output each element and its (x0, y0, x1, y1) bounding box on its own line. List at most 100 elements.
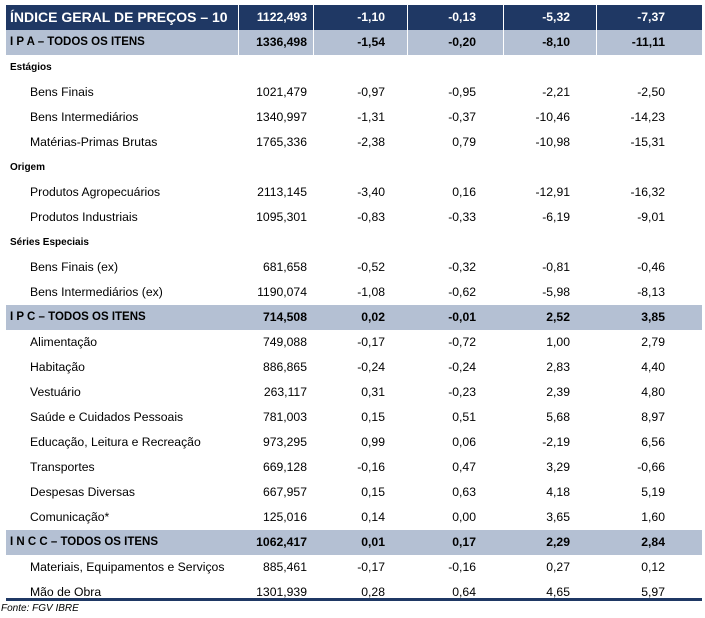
table-header-row: ÍNDICE GERAL DE PREÇOS – 10 1122,493 -1,… (6, 5, 702, 30)
row-value: 1095,301 (256, 210, 307, 224)
column-divider (503, 5, 504, 55)
row-value: 1062,417 (256, 535, 307, 549)
source-note: Fonte: FGV IBRE (1, 603, 79, 614)
row-value: -1,08 (357, 285, 385, 299)
column-divider (238, 5, 239, 55)
row-value: 2,52 (546, 310, 570, 324)
row-value: 3,29 (546, 460, 570, 474)
row-value: 6,56 (641, 435, 665, 449)
table-row: Mão de Obra 1301,939 0,28 0,64 4,65 5,97 (6, 580, 702, 605)
row-label: Habitação (30, 360, 85, 374)
row-value: -0,24 (357, 360, 385, 374)
row-value: 0,01 (361, 535, 385, 549)
row-value: -0,17 (357, 335, 385, 349)
row-value: -0,23 (448, 385, 476, 399)
row-value: 0,51 (452, 410, 476, 424)
row-value: -0,16 (448, 560, 476, 574)
row-value: -0,16 (357, 460, 385, 474)
row-value: -14,23 (630, 110, 665, 124)
row-value: 263,117 (263, 385, 307, 399)
row-value: -0,72 (448, 335, 476, 349)
table-row: Bens Finais (ex) 681,658 -0,52 -0,32 -0,81 -0… (6, 255, 702, 280)
row-value: 2,79 (641, 335, 665, 349)
table-group-row: I P C – TODOS OS ITENS 714,508 0,02 -0,01 2,… (6, 305, 702, 330)
table-row: Vestuário 263,117 0,31 -0,23 2,39 4,80 (6, 380, 702, 405)
price-index-table: ÍNDICE GERAL DE PREÇOS – 10 1122,493 -1,… (6, 5, 702, 605)
table-row: Bens Intermediários (ex) 1190,074 -1,08 -0,… (6, 280, 702, 305)
row-value: -0,46 (637, 260, 665, 274)
row-value: -16,32 (630, 185, 665, 199)
row-value: 0,17 (452, 535, 476, 549)
row-value: -0,20 (448, 35, 476, 49)
row-label: Alimentação (30, 335, 98, 349)
table-row: Bens Finais 1021,479 -0,97 -0,95 -2,21 -2,50 (6, 80, 702, 105)
row-value: 749,088 (262, 335, 307, 349)
row-value: -1,31 (357, 110, 385, 124)
row-value: 1,00 (546, 335, 570, 349)
row-value: 4,18 (546, 485, 570, 499)
table-row: Matérias-Primas Brutas 1765,336 -2,38 0,79 -… (6, 130, 702, 155)
row-label: Origem (10, 162, 46, 173)
row-label: Estágios (10, 62, 52, 73)
row-value: 0,14 (361, 510, 385, 524)
row-value: -9,01 (637, 210, 665, 224)
row-value: -15,31 (630, 135, 665, 149)
row-value: -0,66 (637, 460, 665, 474)
row-value: -0,24 (448, 360, 476, 374)
row-label: Bens Intermediários (ex) (30, 285, 163, 299)
row-value: -0,37 (448, 110, 476, 124)
row-value: 1336,498 (256, 35, 307, 49)
row-value: -0,95 (448, 85, 476, 99)
table-row: Transportes 669,128 -0,16 0,47 3,29 -0,66 (6, 455, 702, 480)
row-value: 4,80 (641, 385, 665, 399)
table-section-row: Estágios (6, 55, 702, 80)
row-value: -2,50 (637, 85, 665, 99)
table-row: Habitação 886,865 -0,24 -0,24 2,83 4,40 (6, 355, 702, 380)
row-value: 1021,479 (256, 85, 307, 99)
row-value: 4,40 (641, 360, 665, 374)
row-value: 5,19 (641, 485, 665, 499)
header-value: -7,37 (637, 10, 665, 24)
row-label: Materiais, Equipamentos e Serviços (30, 560, 225, 574)
row-label: Séries Especiais (10, 237, 89, 248)
row-value: -2,38 (357, 135, 385, 149)
row-value: -10,98 (535, 135, 570, 149)
column-divider (407, 5, 408, 55)
row-label: Mão de Obra (30, 585, 102, 599)
row-value: -6,19 (542, 210, 570, 224)
row-value: -2,19 (542, 435, 570, 449)
column-divider (313, 5, 314, 55)
row-value: 0,02 (361, 310, 385, 324)
header-value: -1,10 (357, 10, 385, 24)
row-value: -11,11 (631, 35, 665, 49)
row-value: 0,15 (361, 485, 385, 499)
row-value: 0,15 (361, 410, 385, 424)
row-value: 885,461 (262, 560, 307, 574)
row-value: 0,79 (452, 135, 476, 149)
table-group-row: I N C C – TODOS OS ITENS 1062,417 0,01 0,17… (6, 530, 702, 555)
row-label: Transportes (30, 460, 95, 474)
row-label: Matérias-Primas Brutas (30, 135, 158, 149)
row-value: 1340,997 (256, 110, 307, 124)
table-section-row: Séries Especiais (6, 230, 702, 255)
bottom-rule (6, 598, 702, 601)
row-value: -5,98 (542, 285, 570, 299)
table-section-row: Origem (6, 155, 702, 180)
row-value: 2,84 (641, 535, 665, 549)
row-value: 2,83 (546, 360, 570, 374)
row-label: I P A – TODOS OS ITENS (10, 36, 145, 48)
row-value: 5,68 (546, 410, 570, 424)
table-row: Despesas Diversas 667,957 0,15 0,63 4,18 5,19 (6, 480, 702, 505)
row-value: 0,28 (361, 585, 385, 599)
row-label: Bens Finais (30, 85, 94, 99)
column-divider (596, 5, 597, 55)
row-value: 0,99 (361, 435, 385, 449)
row-value: 0,64 (452, 585, 476, 599)
row-value: 0,16 (452, 185, 476, 199)
row-label: Produtos Industriais (30, 210, 138, 224)
row-value: 669,128 (262, 460, 307, 474)
row-label: Bens Finais (ex) (30, 260, 119, 274)
row-value: 0,27 (546, 560, 570, 574)
row-value: 3,65 (546, 510, 570, 524)
row-value: -12,91 (535, 185, 570, 199)
